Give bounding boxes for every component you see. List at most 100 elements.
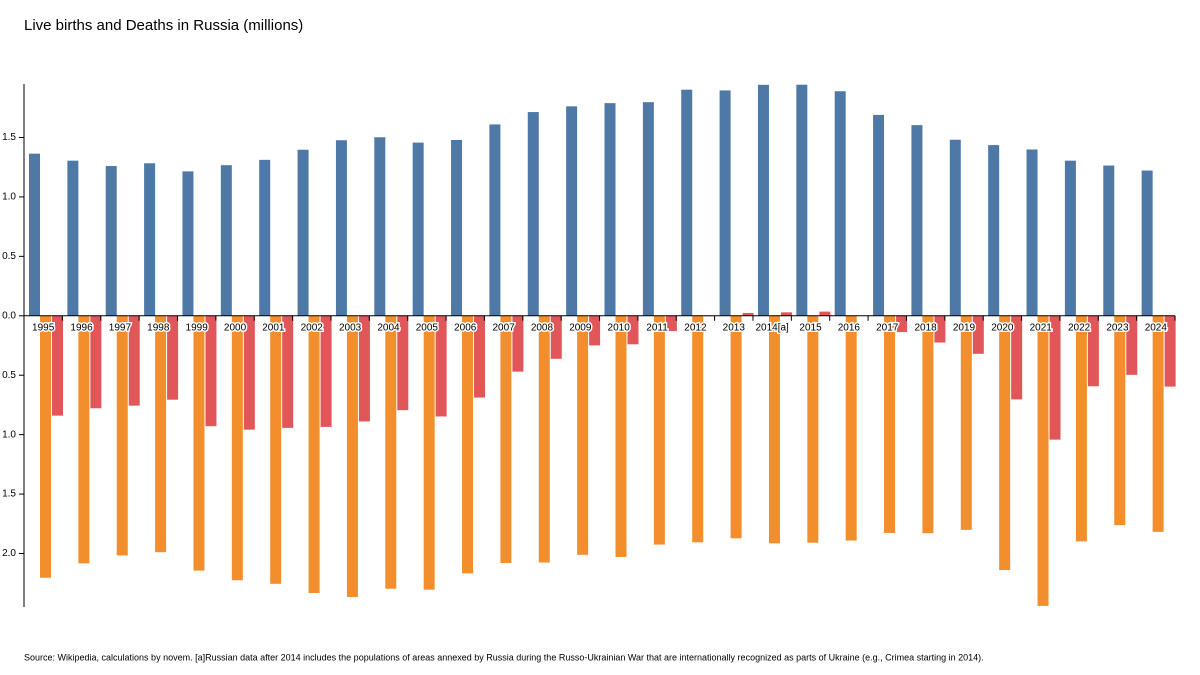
bar	[259, 159, 271, 316]
x-tick-label: 2008	[531, 322, 554, 333]
bar	[297, 149, 309, 316]
bar	[116, 315, 128, 556]
bar	[780, 312, 792, 316]
bar	[78, 315, 90, 564]
bar	[167, 315, 179, 400]
x-tick-label: 2017	[876, 322, 899, 333]
bar	[1164, 315, 1176, 387]
bar	[719, 90, 731, 316]
bar	[845, 315, 857, 541]
x-tick-label: 2004	[377, 322, 400, 333]
y-tick-label: 0.5	[2, 370, 16, 381]
bar	[1026, 149, 1038, 316]
x-tick-label: 2012	[684, 322, 707, 333]
bar	[873, 114, 885, 316]
x-tick-label: 2010	[608, 322, 631, 333]
bar	[67, 160, 79, 316]
x-tick-label: 2009	[569, 322, 592, 333]
bar	[385, 315, 397, 589]
x-tick-label: 1995	[32, 322, 55, 333]
bar	[819, 311, 831, 316]
bar	[1152, 315, 1164, 532]
bar	[1103, 165, 1115, 316]
bar	[642, 102, 654, 316]
bar	[52, 315, 63, 416]
bar	[1114, 315, 1126, 526]
bar	[807, 315, 819, 543]
x-tick-label: 2015	[799, 322, 822, 333]
bar	[742, 312, 754, 316]
bar	[270, 315, 282, 584]
bar	[40, 315, 51, 578]
x-tick-label: 2002	[301, 322, 324, 333]
bar	[768, 315, 780, 544]
bar	[730, 315, 742, 539]
x-tick-label: 2011	[646, 322, 668, 333]
bar	[474, 315, 486, 398]
y-tick-label: 2.0	[2, 548, 16, 559]
x-tick-label: 2000	[224, 322, 247, 333]
x-tick-label: 2018	[914, 322, 937, 333]
bar	[423, 315, 435, 590]
bar	[231, 315, 243, 581]
bar	[538, 315, 550, 563]
bar	[589, 315, 601, 346]
x-tick-label: 2005	[416, 322, 439, 333]
bar	[105, 166, 117, 316]
bar	[527, 112, 539, 316]
y-tick-label: 1.5	[2, 132, 16, 143]
chart-title: Live births and Deaths in Russia (millio…	[24, 17, 303, 34]
bar	[29, 153, 40, 316]
bar	[374, 137, 386, 316]
bar	[1141, 170, 1153, 316]
x-tick-label: 2021	[1030, 322, 1053, 333]
x-tick-label: 1996	[70, 322, 93, 333]
source-note: Source: Wikipedia, calculations by novem…	[24, 652, 984, 662]
bar	[796, 84, 808, 316]
bar	[320, 315, 332, 427]
bar	[412, 142, 424, 316]
y-tick-label: 1.0	[2, 192, 16, 203]
bar	[934, 315, 946, 343]
y-tick-label: 1.0	[2, 429, 16, 440]
bar	[653, 315, 665, 545]
bar	[193, 315, 205, 571]
x-tick-label: 2001	[262, 322, 285, 333]
bar	[243, 315, 255, 430]
bar	[489, 124, 501, 316]
x-tick-label: 2022	[1068, 322, 1091, 333]
bar	[451, 139, 463, 316]
x-tick-label: 2003	[339, 322, 362, 333]
bar	[144, 163, 156, 316]
bar	[1011, 315, 1023, 400]
bar	[346, 315, 358, 598]
bar	[308, 315, 320, 593]
x-tick-label: 2020	[991, 322, 1014, 333]
y-tick-label: 0.5	[2, 251, 16, 262]
bar	[566, 106, 578, 316]
bar	[896, 315, 908, 333]
bar	[1049, 315, 1061, 440]
bar	[128, 315, 140, 406]
bar	[681, 89, 693, 316]
bar	[550, 315, 562, 359]
bar	[884, 315, 896, 533]
y-tick-label: 0.0	[2, 310, 16, 321]
bar	[435, 315, 447, 417]
bar	[988, 145, 1000, 316]
bar	[90, 315, 102, 409]
bar	[358, 315, 370, 422]
bar	[500, 315, 512, 564]
bar	[960, 315, 972, 530]
bar	[999, 315, 1011, 571]
bar	[205, 315, 217, 427]
bar	[282, 315, 294, 428]
x-tick-label: 2023	[1106, 322, 1129, 333]
bar	[1126, 315, 1138, 375]
x-tick-label: 2024	[1145, 322, 1168, 333]
bar	[220, 165, 232, 316]
bar	[604, 103, 616, 316]
bar	[972, 315, 984, 354]
bar	[692, 315, 704, 543]
